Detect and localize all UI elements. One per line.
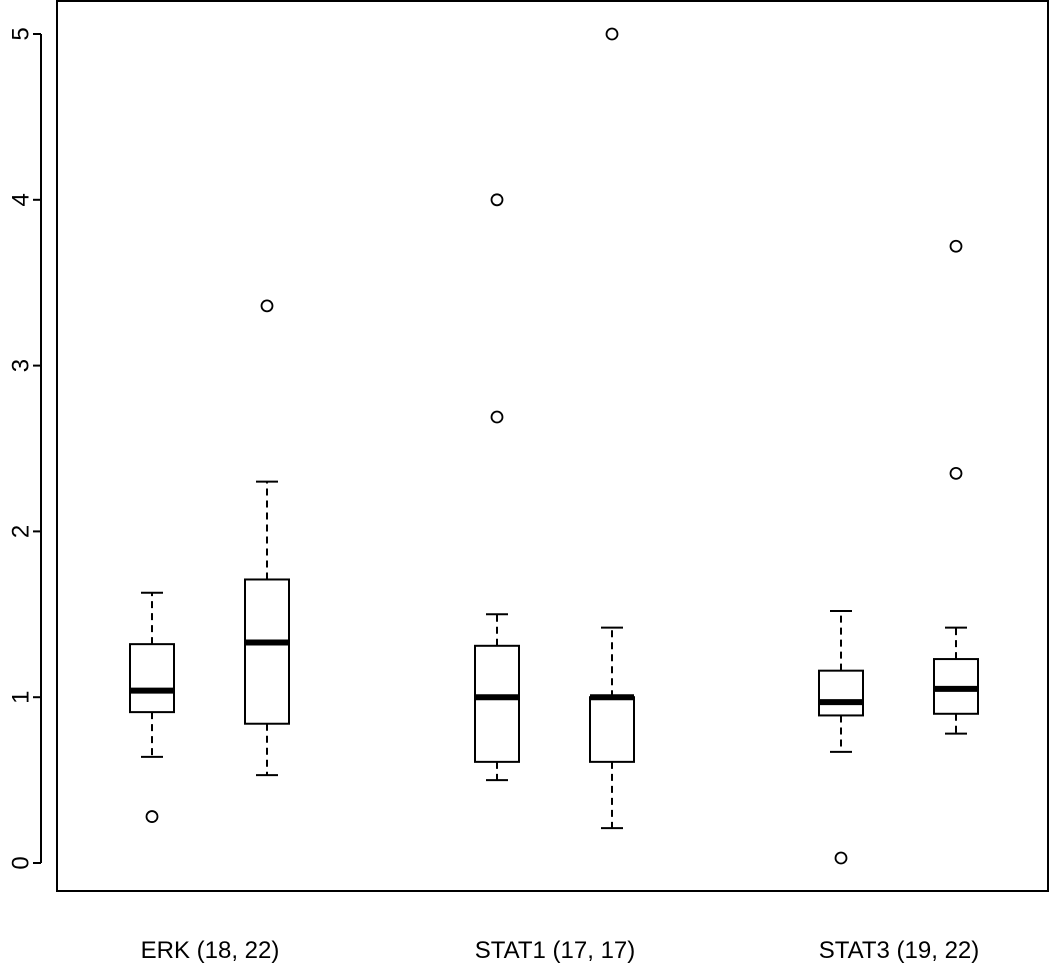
iqr-box-4 — [818, 669, 864, 717]
plot-frame — [56, 0, 1049, 892]
category-label-1: STAT1 (17, 17) — [475, 937, 636, 964]
boxes — [129, 27, 979, 865]
category-label-0: ERK (18, 22) — [141, 937, 280, 964]
y-tick-label-3: 3 — [8, 359, 35, 372]
outlier-2-1 — [490, 193, 504, 207]
outlier-4-0 — [834, 851, 848, 865]
y-tick-label-4: 4 — [8, 193, 35, 206]
outlier-1-0 — [260, 299, 274, 313]
y-tick-label-5: 5 — [8, 27, 35, 40]
iqr-box-0 — [129, 643, 175, 714]
category-labels: ERK (18, 22) STAT1 (17, 17) STAT3 (19, 22) — [141, 937, 980, 964]
box-2 — [474, 193, 520, 782]
iqr-box-2 — [474, 644, 520, 763]
y-axis: 0 1 2 3 4 5 — [8, 27, 42, 870]
iqr-box-1 — [244, 578, 290, 725]
box-3 — [589, 27, 635, 830]
category-label-2: STAT3 (19, 22) — [819, 937, 980, 964]
box-5 — [933, 239, 979, 735]
outlier-0-0 — [145, 810, 159, 823]
outlier-3-0 — [605, 27, 619, 41]
box-4 — [818, 609, 864, 865]
outlier-5-1 — [949, 239, 963, 253]
y-tick-label-0: 0 — [8, 856, 35, 869]
y-tick-label-2: 2 — [8, 525, 35, 538]
outlier-2-0 — [490, 410, 504, 424]
y-tick-label-1: 1 — [8, 691, 35, 704]
box-0 — [129, 591, 175, 823]
outlier-5-0 — [949, 466, 963, 480]
iqr-box-3 — [589, 696, 635, 763]
box-1 — [244, 299, 290, 777]
